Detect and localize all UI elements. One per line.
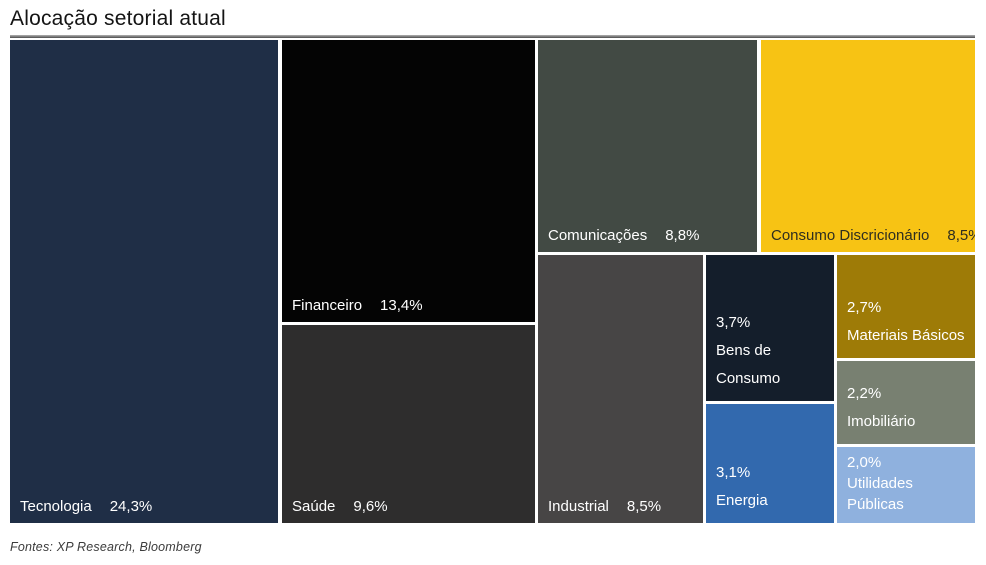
sector-value: 8,5%	[947, 227, 975, 244]
tile-label: Saúde 9,6%	[292, 498, 388, 515]
sector-value: 3,7%	[716, 314, 751, 331]
tile-label: 3,7% Bens de Consumo	[716, 309, 824, 393]
sector-value: 24,3%	[109, 498, 153, 515]
tile-label: Consumo Discricionário 8,5%	[771, 227, 975, 244]
source-note: Fontes: XP Research, Bloomberg	[10, 540, 202, 554]
sector-name: Comunicações	[548, 227, 648, 244]
sector-value: 2,0%	[847, 454, 882, 471]
sector-name: Imobiliário	[847, 413, 916, 430]
treemap-tile-consumo-discricionario: Consumo Discricionário 8,5%	[761, 40, 975, 252]
sector-value: 2,7%	[847, 299, 882, 316]
tile-label: 2,0% Utilidades Públicas	[847, 452, 913, 515]
treemap-tile-imobiliario: 2,2% Imobiliário	[837, 361, 975, 444]
sector-name: Energia	[716, 492, 768, 509]
tile-label: Industrial 8,5%	[548, 498, 661, 515]
treemap-tile-energia: 3,1% Energia	[706, 404, 834, 523]
sector-name: Consumo Discricionário	[771, 227, 930, 244]
treemap-tile-materiais-basicos: 2,7% Materiais Básicos	[837, 255, 975, 358]
treemap-tile-utilidades-publicas: 2,0% Utilidades Públicas	[837, 447, 975, 523]
sector-value: 3,1%	[716, 464, 751, 481]
treemap-tile-tecnologia: Tecnologia 24,3%	[10, 40, 278, 523]
sector-name: Bens de Consumo	[716, 342, 781, 387]
treemap-tile-comunicacoes: Comunicações 8,8%	[538, 40, 757, 252]
sector-value: 8,8%	[665, 227, 700, 244]
tile-label: Financeiro 13,4%	[292, 297, 423, 314]
sector-allocation-treemap: Tecnologia 24,3% Financeiro 13,4% Saúde …	[10, 40, 975, 523]
sector-name: Saúde	[292, 498, 336, 515]
sector-name: Industrial	[548, 498, 609, 515]
tile-label: Comunicações 8,8%	[548, 227, 699, 244]
sector-name: Financeiro	[292, 297, 363, 314]
sector-name: Materiais Básicos	[847, 327, 965, 344]
sector-value: 2,2%	[847, 385, 882, 402]
treemap-tile-bens-de-consumo: 3,7% Bens de Consumo	[706, 255, 834, 401]
sector-value: 8,5%	[626, 498, 662, 515]
sector-name: Utilidades Públicas	[847, 475, 913, 513]
chart-title: Alocação setorial atual	[10, 7, 226, 30]
treemap-tile-industrial: Industrial 8,5%	[538, 255, 703, 523]
sector-value: 13,4%	[380, 297, 423, 314]
treemap-tile-financeiro: Financeiro 13,4%	[282, 40, 535, 322]
sector-value: 9,6%	[353, 498, 388, 515]
treemap-tile-saude: Saúde 9,6%	[282, 325, 535, 523]
sector-name: Tecnologia	[20, 498, 92, 515]
tile-label: Tecnologia 24,3%	[20, 498, 152, 515]
tile-label: 2,2% Imobiliário	[847, 380, 915, 436]
title-separator	[10, 35, 975, 38]
tile-label: 2,7% Materiais Básicos	[847, 294, 965, 350]
tile-label: 3,1% Energia	[716, 459, 768, 515]
